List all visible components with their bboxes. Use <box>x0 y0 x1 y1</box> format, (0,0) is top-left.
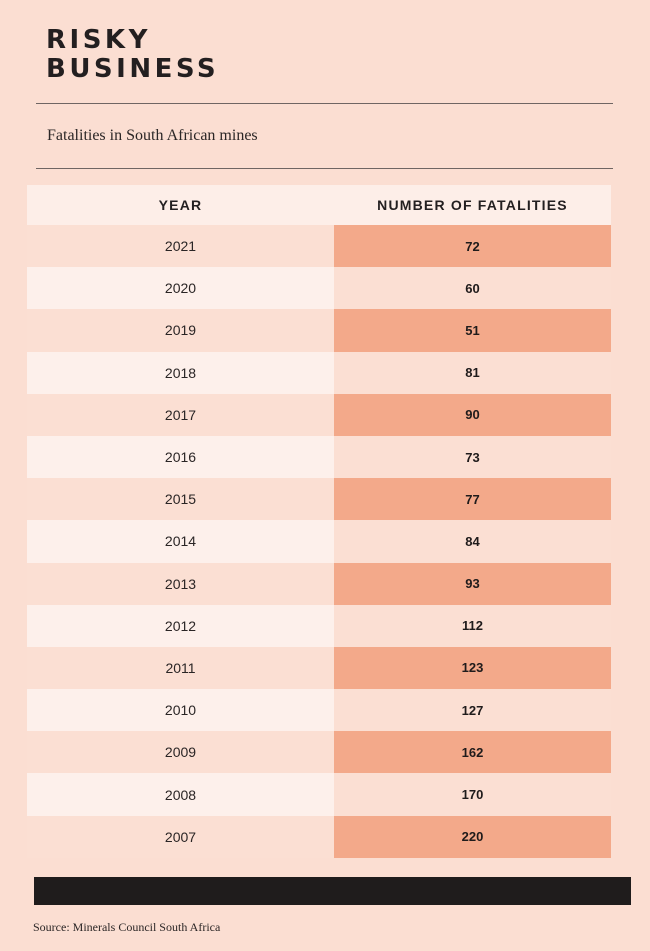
year-cell: 2013 <box>27 562 334 605</box>
subtitle: Fatalities in South African mines <box>47 127 258 144</box>
year-cell: 2018 <box>27 351 334 394</box>
fatalities-cell: 170 <box>334 773 611 816</box>
fatalities-cell: 162 <box>334 731 611 774</box>
fatalities-cell: 84 <box>334 520 611 563</box>
subtitle-divider <box>36 168 613 169</box>
year-cell: 2015 <box>27 478 334 521</box>
year-cell: 2014 <box>27 520 334 563</box>
table-row: 2014 84 <box>27 520 611 563</box>
fatalities-table: YEAR NUMBER OF FATALITIES 2021 72 2020 60 20… <box>27 185 611 858</box>
year-cell: 2008 <box>27 773 334 816</box>
fatalities-cell: 112 <box>334 604 611 647</box>
title-line-1: RISKY <box>46 25 151 55</box>
year-cell: 2009 <box>27 731 334 774</box>
fatalities-cell: 72 <box>334 225 611 268</box>
fatalities-cell: 127 <box>334 689 611 732</box>
table-row: 2018 81 <box>27 351 611 394</box>
fatalities-cell: 81 <box>334 351 611 394</box>
table-row: 2011 123 <box>27 646 611 690</box>
fatalities-cell: 51 <box>334 309 611 352</box>
fatalities-cell: 93 <box>334 562 611 605</box>
fatalities-cell: 123 <box>334 646 611 690</box>
table-row: 2008 170 <box>27 773 611 816</box>
year-cell: 2011 <box>27 646 334 690</box>
table-row: 2016 73 <box>27 435 611 479</box>
table-row: 2013 93 <box>27 562 611 605</box>
fatalities-cell: 220 <box>334 815 611 858</box>
footer-bar <box>34 877 631 905</box>
year-cell: 2021 <box>27 225 334 268</box>
table-header-row: YEAR NUMBER OF FATALITIES <box>27 185 611 225</box>
table-row: 2015 77 <box>27 478 611 521</box>
title-line-2: BUSINESS <box>46 54 220 84</box>
year-cell: 2020 <box>27 267 334 310</box>
year-cell: 2019 <box>27 309 334 352</box>
year-cell: 2017 <box>27 393 334 436</box>
table-row: 2021 72 <box>27 225 611 268</box>
year-cell: 2007 <box>27 815 334 858</box>
fatalities-column-header: NUMBER OF FATALITIES <box>334 185 611 225</box>
fatalities-cell: 73 <box>334 435 611 479</box>
fatalities-cell: 60 <box>334 267 611 310</box>
top-divider <box>36 103 613 104</box>
table-row: 2012 112 <box>27 604 611 647</box>
year-column-header: YEAR <box>27 185 334 225</box>
table-row: 2017 90 <box>27 393 611 436</box>
page-title: RISKY BUSINESS <box>46 26 219 84</box>
year-cell: 2010 <box>27 689 334 732</box>
fatalities-cell: 77 <box>334 478 611 521</box>
table-row: 2019 51 <box>27 309 611 352</box>
table-row: 2020 60 <box>27 267 611 310</box>
table-row: 2009 162 <box>27 731 611 774</box>
year-cell: 2016 <box>27 435 334 479</box>
source-note: Source: Minerals Council South Africa <box>33 920 221 934</box>
fatalities-cell: 90 <box>334 393 611 436</box>
year-cell: 2012 <box>27 604 334 647</box>
table-row: 2007 220 <box>27 815 611 858</box>
table-row: 2010 127 <box>27 689 611 732</box>
